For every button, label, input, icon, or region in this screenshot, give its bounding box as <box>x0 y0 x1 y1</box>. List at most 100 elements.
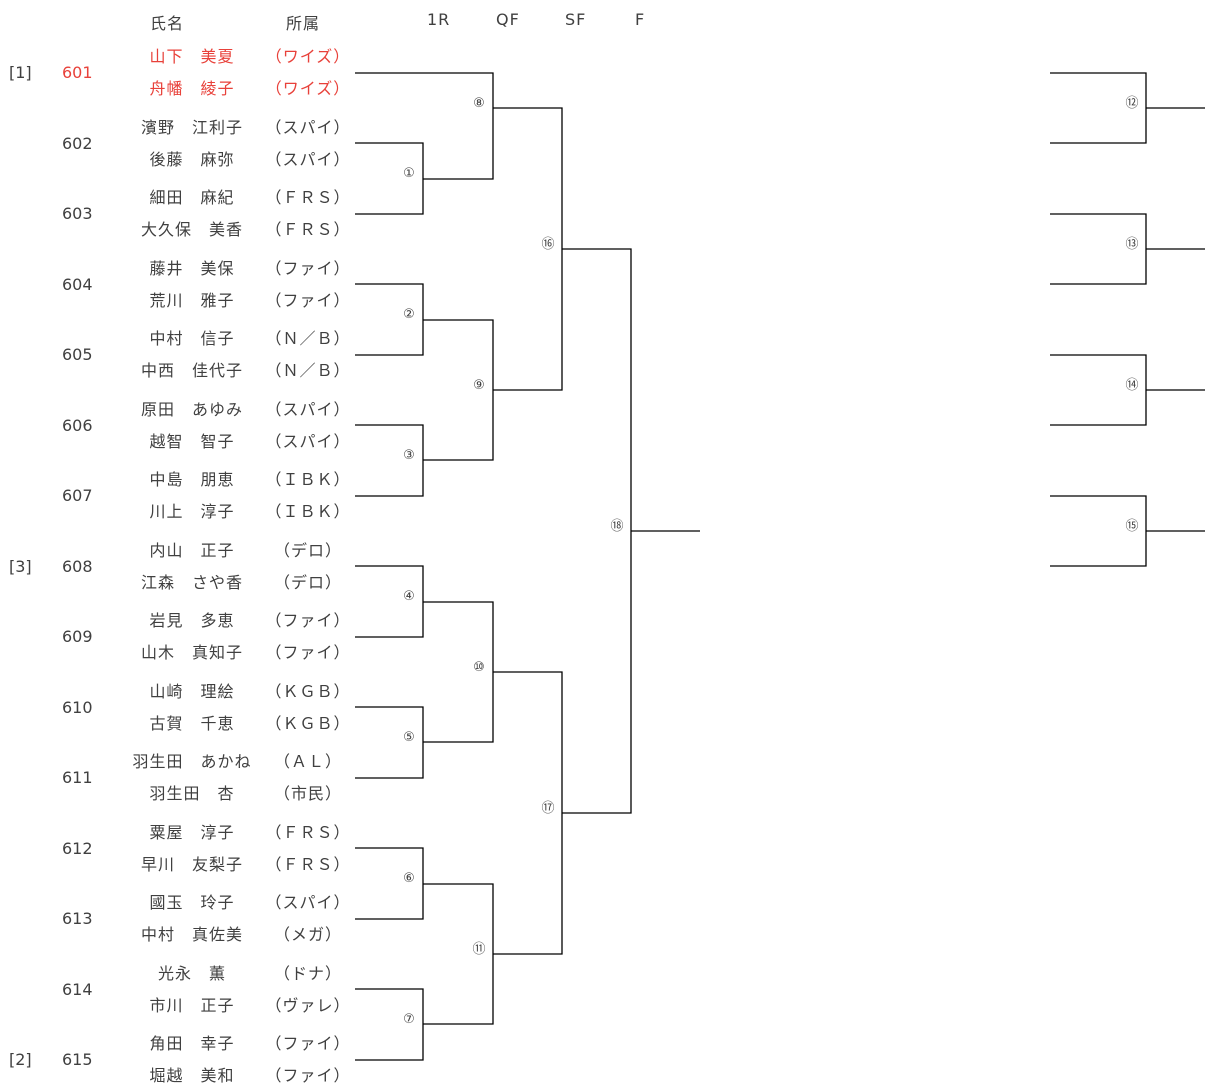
player-team: （スパイ） <box>265 399 351 419</box>
match-label-7: ⑦ <box>403 1012 415 1027</box>
player-team: （ファイ） <box>265 611 351 630</box>
header-name: 氏名 <box>150 14 185 33</box>
player-team: （ＩＢＫ） <box>265 502 351 521</box>
entry-number: 609 <box>62 627 93 646</box>
player-team: （メガ） <box>273 925 342 944</box>
match-label-1: ① <box>403 166 415 181</box>
header-final: F <box>635 10 646 29</box>
seed-label: [1] <box>9 63 32 82</box>
player-name: 山下 美夏 <box>149 47 235 66</box>
match-label-13: ⑬ <box>1125 237 1139 252</box>
player-team: （ＩＢＫ） <box>265 470 351 489</box>
match-label-16: ⑯ <box>541 237 555 252</box>
player-name: 中島 朋恵 <box>149 470 235 489</box>
player-team: （スパイ） <box>265 431 351 451</box>
player-name: 市川 正子 <box>149 995 235 1015</box>
player-name: 堀越 美和 <box>149 1066 235 1085</box>
player-team: （ＦＲＳ） <box>265 220 351 239</box>
match-label-15: ⑮ <box>1125 519 1139 534</box>
match-label-10: ⑩ <box>473 660 485 675</box>
match-label-2: ② <box>403 307 415 322</box>
player-name: 江森 さや香 <box>140 572 243 592</box>
player-name: 後藤 麻弥 <box>149 149 235 169</box>
player-name: 舟幡 綾子 <box>149 79 235 98</box>
seed-label: [2] <box>9 1050 32 1069</box>
match-label-5: ⑤ <box>403 730 415 745</box>
match-label-14: ⑭ <box>1125 378 1139 393</box>
match-label-3: ③ <box>403 448 415 463</box>
entry-number: 610 <box>62 697 93 717</box>
player-name: 中村 信子 <box>149 329 235 348</box>
header-quarterfinal: QF <box>496 10 520 29</box>
match-label-11: ⑪ <box>472 942 486 957</box>
player-name: 内山 正子 <box>149 540 235 560</box>
player-team: （ドナ） <box>273 963 342 983</box>
player-name: 越智 智子 <box>149 431 235 451</box>
player-team: （ファイ） <box>265 643 351 662</box>
player-team: （ヴァレ） <box>265 995 351 1015</box>
entry-number: 606 <box>62 415 93 435</box>
match-label-12: ⑫ <box>1125 96 1139 111</box>
entry-number: 601 <box>62 63 93 82</box>
match-label-8: ⑧ <box>473 96 485 111</box>
player-name: 山崎 理絵 <box>149 681 235 701</box>
seed-label: [3] <box>9 556 32 576</box>
player-name: 濱野 江利子 <box>140 117 243 137</box>
player-team: （デロ） <box>273 572 342 592</box>
player-team: （ＦＲＳ） <box>265 188 351 207</box>
entry-number: 607 <box>62 486 93 505</box>
player-name: 岩見 多恵 <box>149 611 235 630</box>
player-team: （市民） <box>273 784 342 803</box>
entry-number: 605 <box>62 345 93 364</box>
player-team: （スパイ） <box>265 149 351 169</box>
player-team: （ＫＧＢ） <box>265 681 351 701</box>
player-name: 早川 友梨子 <box>140 854 243 874</box>
player-name: 角田 幸子 <box>149 1034 235 1053</box>
header-affiliation: 所属 <box>286 14 321 33</box>
entry-number: 608 <box>62 556 93 576</box>
player-name: 光永 薫 <box>157 963 226 983</box>
entry-number: 613 <box>62 909 93 928</box>
header-round1: 1R <box>427 10 451 29</box>
player-team: （ワイズ） <box>265 47 351 66</box>
player-team: （ＦＲＳ） <box>265 822 351 842</box>
player-team: （ファイ） <box>265 1066 351 1085</box>
player-team: （ファイ） <box>265 258 351 278</box>
player-name: 羽生田 あかね <box>132 752 252 771</box>
match-label-6: ⑥ <box>403 871 415 886</box>
match-label-18: ⑱ <box>610 519 624 534</box>
player-team: （スパイ） <box>265 893 351 912</box>
player-name: 中村 真佐美 <box>140 925 243 944</box>
entry-number: 614 <box>62 979 93 999</box>
player-team: （ファイ） <box>265 1034 351 1053</box>
player-team: （スパイ） <box>265 117 351 137</box>
header-semifinal: SF <box>565 10 587 29</box>
player-team: （Ｎ／Ｂ） <box>265 329 351 348</box>
player-team: （ワイズ） <box>265 79 351 98</box>
entry-number: 612 <box>62 838 93 858</box>
match-label-17: ⑰ <box>541 801 555 816</box>
player-name: 川上 淳子 <box>149 502 235 521</box>
player-team: （デロ） <box>273 540 342 560</box>
player-name: 大久保 美香 <box>140 220 243 239</box>
player-name: 山木 真知子 <box>140 643 243 662</box>
player-team: （ＡＬ） <box>273 752 342 771</box>
player-name: 藤井 美保 <box>149 258 235 278</box>
entry-number: 604 <box>62 274 93 294</box>
player-name: 古賀 千恵 <box>149 713 235 733</box>
player-name: 羽生田 杏 <box>149 784 235 803</box>
entry-number: 603 <box>62 204 93 223</box>
entry-number: 602 <box>62 133 93 153</box>
match-label-9: ⑨ <box>473 378 485 393</box>
entry-number: 611 <box>62 768 93 787</box>
player-name: 粟屋 淳子 <box>149 822 235 842</box>
bracket-match-8 <box>355 72 494 180</box>
player-team: （Ｎ／Ｂ） <box>265 361 351 380</box>
player-name: 中西 佳代子 <box>140 361 243 380</box>
match-label-4: ④ <box>403 589 415 604</box>
entry-number: 615 <box>62 1050 93 1069</box>
player-name: 細田 麻紀 <box>149 188 235 207</box>
player-team: （ファイ） <box>265 290 351 310</box>
player-team: （ＫＧＢ） <box>265 713 351 733</box>
